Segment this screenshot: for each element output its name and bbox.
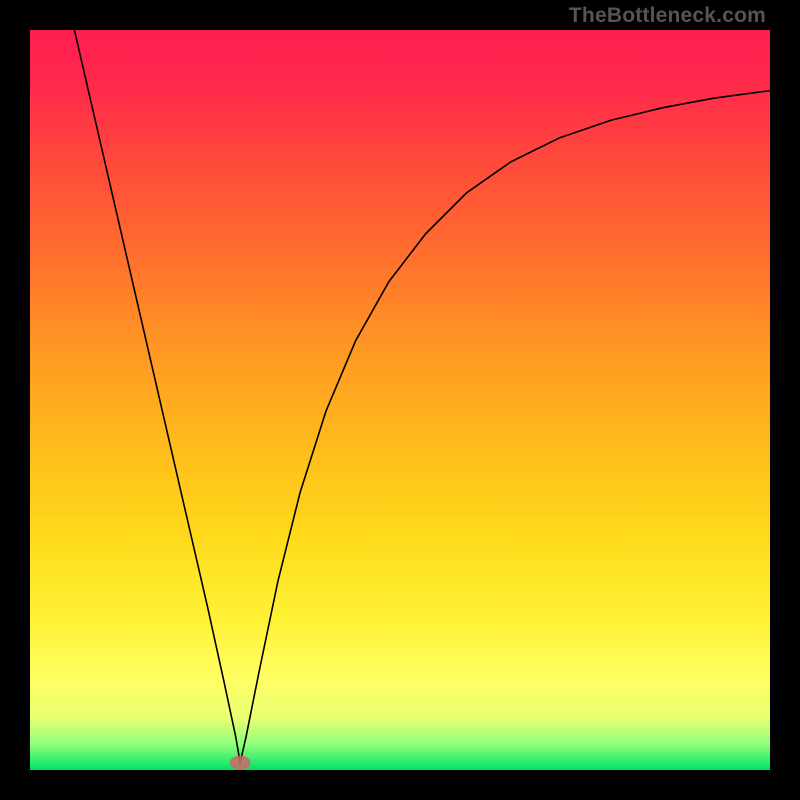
plot-frame xyxy=(30,30,770,770)
gradient-chart xyxy=(30,30,770,770)
notch-marker xyxy=(230,756,251,770)
gradient-background xyxy=(30,30,770,770)
watermark-text: TheBottleneck.com xyxy=(569,4,766,28)
